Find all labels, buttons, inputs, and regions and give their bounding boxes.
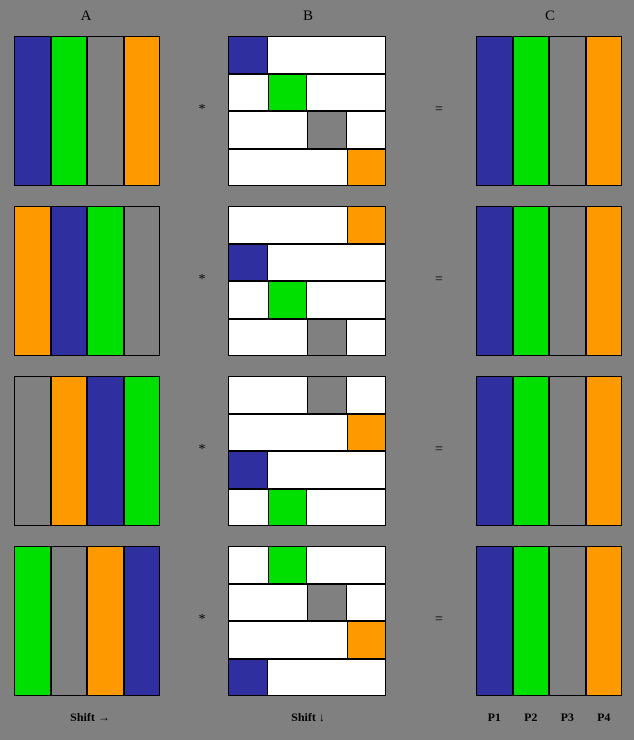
a-col	[87, 36, 124, 186]
op-equals: =	[432, 442, 446, 458]
b-cell	[347, 149, 387, 187]
c-col	[513, 36, 550, 186]
b-row	[228, 546, 386, 584]
a-col	[124, 206, 161, 356]
a-col	[87, 376, 124, 526]
b-cell	[268, 489, 308, 527]
c-col	[586, 546, 623, 696]
matrix-b-row3	[228, 546, 386, 696]
p-label-2: P2	[513, 710, 550, 725]
a-col	[51, 36, 88, 186]
c-col	[476, 36, 513, 186]
op-multiply: *	[195, 612, 209, 628]
a-col	[124, 36, 161, 186]
a-col	[87, 206, 124, 356]
matrix-b-row0	[228, 36, 386, 186]
matrix-a-row1	[14, 206, 160, 356]
c-col	[476, 206, 513, 356]
b-cell	[307, 584, 347, 622]
a-col	[51, 546, 88, 696]
diagram-canvas: A B C * = * = * = * = Shift → Shift ↓ P1P2P3P4	[0, 0, 634, 740]
b-cell	[268, 74, 308, 112]
a-col	[14, 36, 51, 186]
b-cell	[347, 414, 387, 452]
matrix-a-row2	[14, 376, 160, 526]
matrix-a-row0	[14, 36, 160, 186]
a-col	[14, 546, 51, 696]
matrix-c-row2	[476, 376, 622, 526]
b-cell	[228, 451, 268, 489]
c-col	[586, 36, 623, 186]
b-row	[228, 74, 386, 112]
shift-b-label: Shift ↓	[278, 710, 338, 725]
matrix-c-row1	[476, 206, 622, 356]
c-col	[586, 206, 623, 356]
p-label-4: P4	[586, 710, 623, 725]
matrix-c-row3	[476, 546, 622, 696]
op-equals: =	[432, 612, 446, 628]
header-c: C	[540, 8, 560, 25]
p-label-1: P1	[476, 710, 513, 725]
header-a: A	[76, 8, 96, 25]
matrix-b-row2	[228, 376, 386, 526]
op-equals: =	[432, 102, 446, 118]
c-col	[549, 36, 586, 186]
b-cell	[307, 376, 347, 414]
a-col	[124, 546, 161, 696]
a-col	[124, 376, 161, 526]
matrix-b-row1	[228, 206, 386, 356]
a-col	[51, 376, 88, 526]
b-cell	[228, 244, 268, 282]
b-cell	[347, 206, 387, 244]
b-row	[228, 281, 386, 319]
op-equals: =	[432, 272, 446, 288]
op-multiply: *	[195, 272, 209, 288]
b-cell	[268, 281, 308, 319]
b-cell	[307, 319, 347, 357]
a-col	[51, 206, 88, 356]
b-cell	[228, 36, 268, 74]
b-cell	[268, 546, 308, 584]
c-col	[513, 376, 550, 526]
matrix-a-row3	[14, 546, 160, 696]
b-cell	[347, 621, 387, 659]
c-col	[513, 206, 550, 356]
a-col	[14, 206, 51, 356]
c-col	[513, 546, 550, 696]
b-row	[228, 489, 386, 527]
a-col	[14, 376, 51, 526]
p-label-3: P3	[549, 710, 586, 725]
header-b: B	[298, 8, 318, 25]
c-col	[476, 376, 513, 526]
op-multiply: *	[195, 442, 209, 458]
c-col	[476, 546, 513, 696]
c-col	[549, 376, 586, 526]
shift-a-label: Shift →	[60, 710, 120, 725]
a-col	[87, 546, 124, 696]
matrix-c-row0	[476, 36, 622, 186]
c-col	[586, 376, 623, 526]
op-multiply: *	[195, 102, 209, 118]
c-col	[549, 546, 586, 696]
b-cell	[307, 111, 347, 149]
c-col	[549, 206, 586, 356]
b-cell	[228, 659, 268, 697]
